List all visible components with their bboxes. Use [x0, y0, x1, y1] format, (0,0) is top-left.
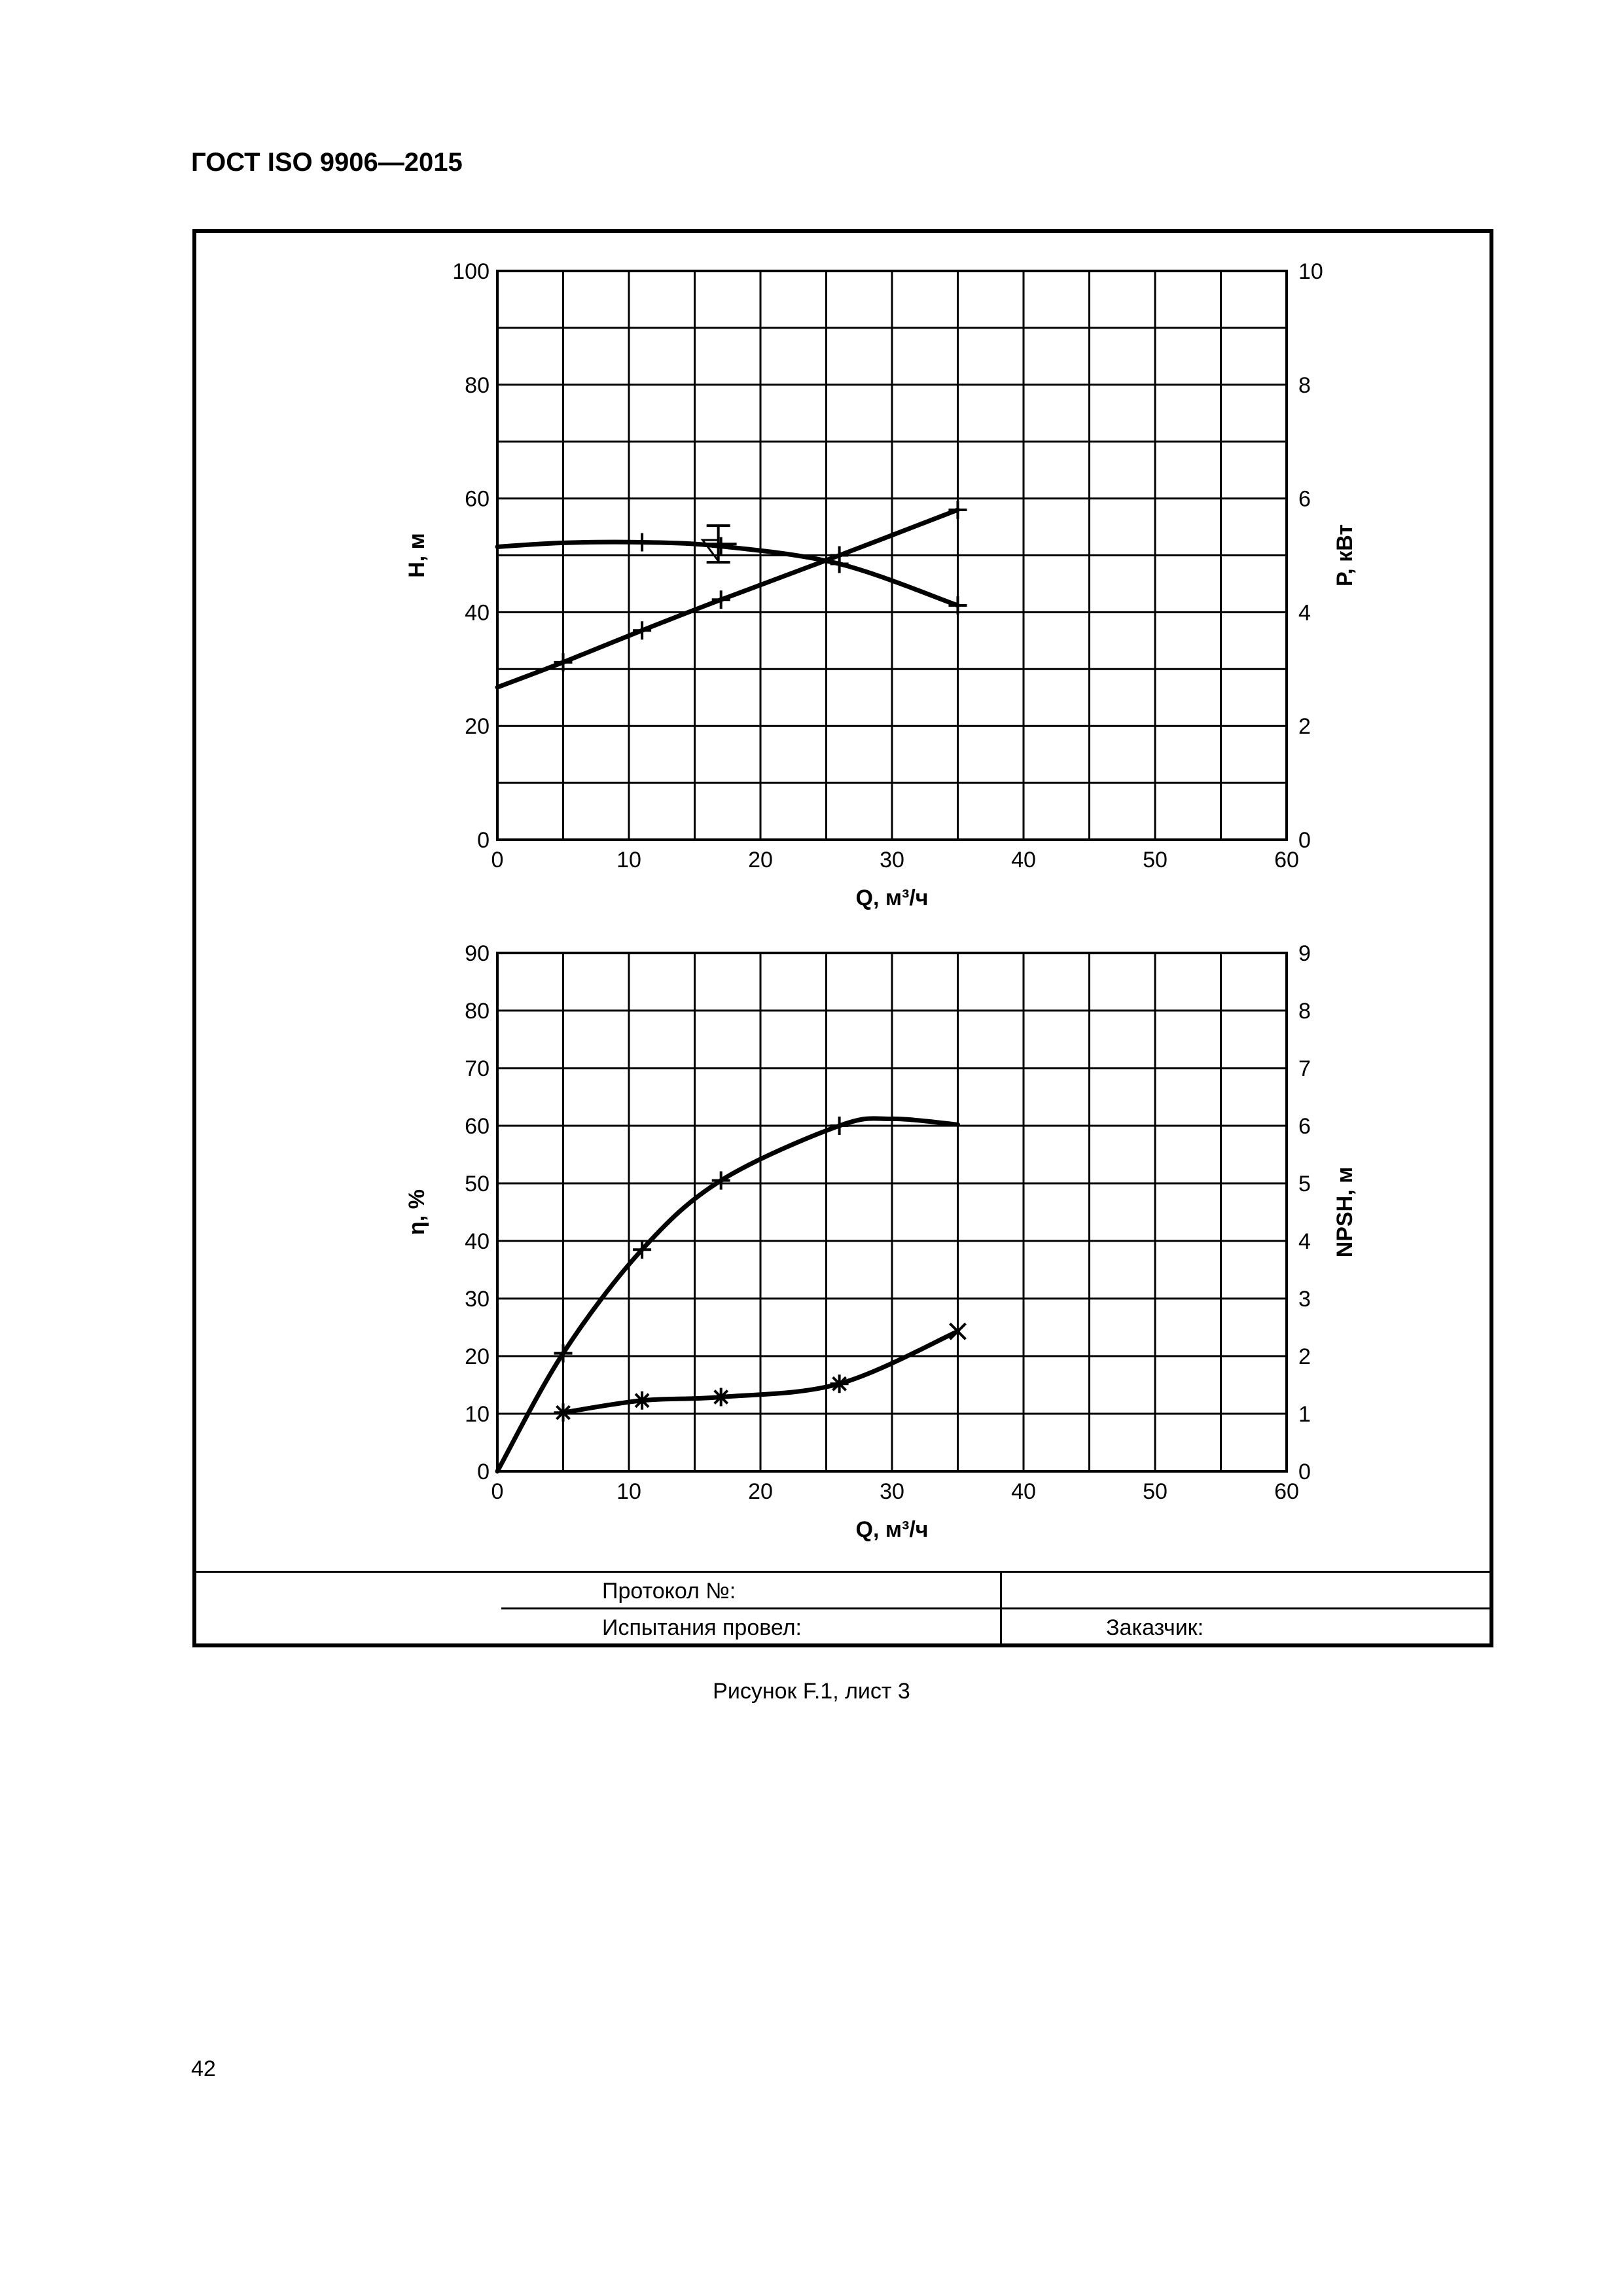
y-left-tick-label: 0	[477, 828, 490, 853]
x-tick-label: 40	[1011, 1479, 1036, 1504]
x-tick-label: 10	[616, 848, 641, 872]
x-tick-label: 20	[748, 848, 773, 872]
y-left-tick-label: 20	[465, 1344, 490, 1369]
data-point-marker	[554, 653, 573, 672]
data-point-marker	[633, 1391, 652, 1410]
x-axis-label: Q, м³/ч	[856, 886, 929, 910]
y-left-axis-label: η, %	[404, 1189, 429, 1235]
table-column-divider	[1000, 1571, 1002, 1643]
y-right-tick-label: 0	[1298, 828, 1311, 853]
x-tick-label: 50	[1143, 1479, 1168, 1504]
data-point-marker	[711, 537, 730, 556]
y-left-tick-label: 90	[465, 941, 490, 966]
y-left-tick-label: 80	[465, 373, 490, 398]
x-tick-label: 10	[616, 1479, 641, 1504]
data-point-marker	[711, 590, 730, 609]
y-right-tick-label: 8	[1298, 999, 1311, 1024]
data-point-marker	[633, 533, 652, 552]
data-point-marker	[554, 1344, 573, 1363]
series-1-curve	[561, 1329, 960, 1415]
tester-label: Испытания провел:	[602, 1615, 802, 1640]
x-tick-label: 40	[1011, 848, 1036, 872]
data-point-marker	[830, 546, 849, 565]
y-right-tick-label: 4	[1298, 1229, 1311, 1254]
data-point-marker	[633, 1240, 652, 1259]
y-left-tick-label: 60	[465, 487, 490, 512]
protocol-number-label: Протокол №:	[602, 1579, 736, 1604]
data-point-marker	[830, 1117, 849, 1135]
y-right-tick-label: 9	[1298, 941, 1311, 966]
y-right-tick-label: 8	[1298, 373, 1311, 398]
figure-frame	[192, 229, 1493, 1647]
data-point-marker	[711, 1171, 730, 1190]
table-middle-rule	[501, 1607, 1489, 1609]
customer-label: Заказчик:	[1106, 1615, 1204, 1640]
test-protocol-table: Протокол №: Испытания провел: Заказчик:	[196, 1571, 1489, 1643]
y-left-tick-label: 40	[465, 600, 490, 625]
data-point-marker	[711, 1388, 730, 1407]
y-left-tick-label: 40	[465, 1229, 490, 1254]
plot-area-border	[496, 270, 1288, 841]
data-point-marker	[948, 500, 967, 519]
x-axis-label: Q, м³/ч	[856, 1517, 929, 1542]
x-tick-label: 30	[880, 1479, 904, 1504]
figure-caption: Рисунок F.1, лист 3	[713, 1679, 910, 1704]
x-tick-label: 0	[491, 848, 504, 872]
y-left-tick-label: 30	[465, 1287, 490, 1312]
y-left-tick-label: 50	[465, 1172, 490, 1196]
y-right-tick-label: 7	[1298, 1056, 1311, 1081]
data-point-marker	[948, 596, 967, 615]
x-tick-label: 60	[1274, 848, 1299, 872]
data-point-marker	[830, 1374, 849, 1393]
y-right-tick-label: 4	[1298, 600, 1311, 625]
x-tick-label: 30	[880, 848, 904, 872]
document-header: ГОСТ ISO 9906—2015	[191, 148, 463, 177]
data-point-marker	[554, 1403, 573, 1422]
y-right-tick-label: 3	[1298, 1287, 1311, 1312]
y-left-axis-label: H, м	[404, 533, 429, 578]
y-right-tick-label: 5	[1298, 1172, 1311, 1196]
guarantee-point-triangle	[700, 539, 720, 564]
y-left-tick-label: 80	[465, 999, 490, 1024]
x-tick-label: 50	[1143, 848, 1168, 872]
y-right-tick-label: 6	[1298, 1114, 1311, 1139]
y-right-axis-label: P, кВт	[1332, 524, 1357, 586]
y-left-tick-label: 100	[452, 259, 490, 284]
data-point-marker	[633, 621, 652, 640]
series-0-curve	[495, 1116, 960, 1474]
y-right-tick-label: 10	[1298, 259, 1323, 284]
y-left-tick-label: 0	[477, 1460, 490, 1484]
y-right-axis-label: NPSH, м	[1332, 1167, 1357, 1258]
y-left-tick-label: 10	[465, 1402, 490, 1427]
y-right-tick-label: 1	[1298, 1402, 1311, 1427]
y-left-tick-label: 20	[465, 714, 490, 739]
x-tick-label: 20	[748, 1479, 773, 1504]
table-top-rule	[196, 1571, 1489, 1573]
y-right-tick-label: 2	[1298, 714, 1311, 739]
y-right-tick-label: 0	[1298, 1460, 1311, 1484]
plot-area-border	[496, 952, 1288, 1473]
y-left-tick-label: 70	[465, 1056, 490, 1081]
y-right-tick-label: 2	[1298, 1344, 1311, 1369]
data-point-marker	[949, 1322, 967, 1340]
page-number: 42	[191, 2056, 216, 2081]
x-tick-label: 60	[1274, 1479, 1299, 1504]
y-right-tick-label: 6	[1298, 487, 1311, 512]
y-left-tick-label: 60	[465, 1114, 490, 1139]
x-tick-label: 0	[491, 1479, 504, 1504]
